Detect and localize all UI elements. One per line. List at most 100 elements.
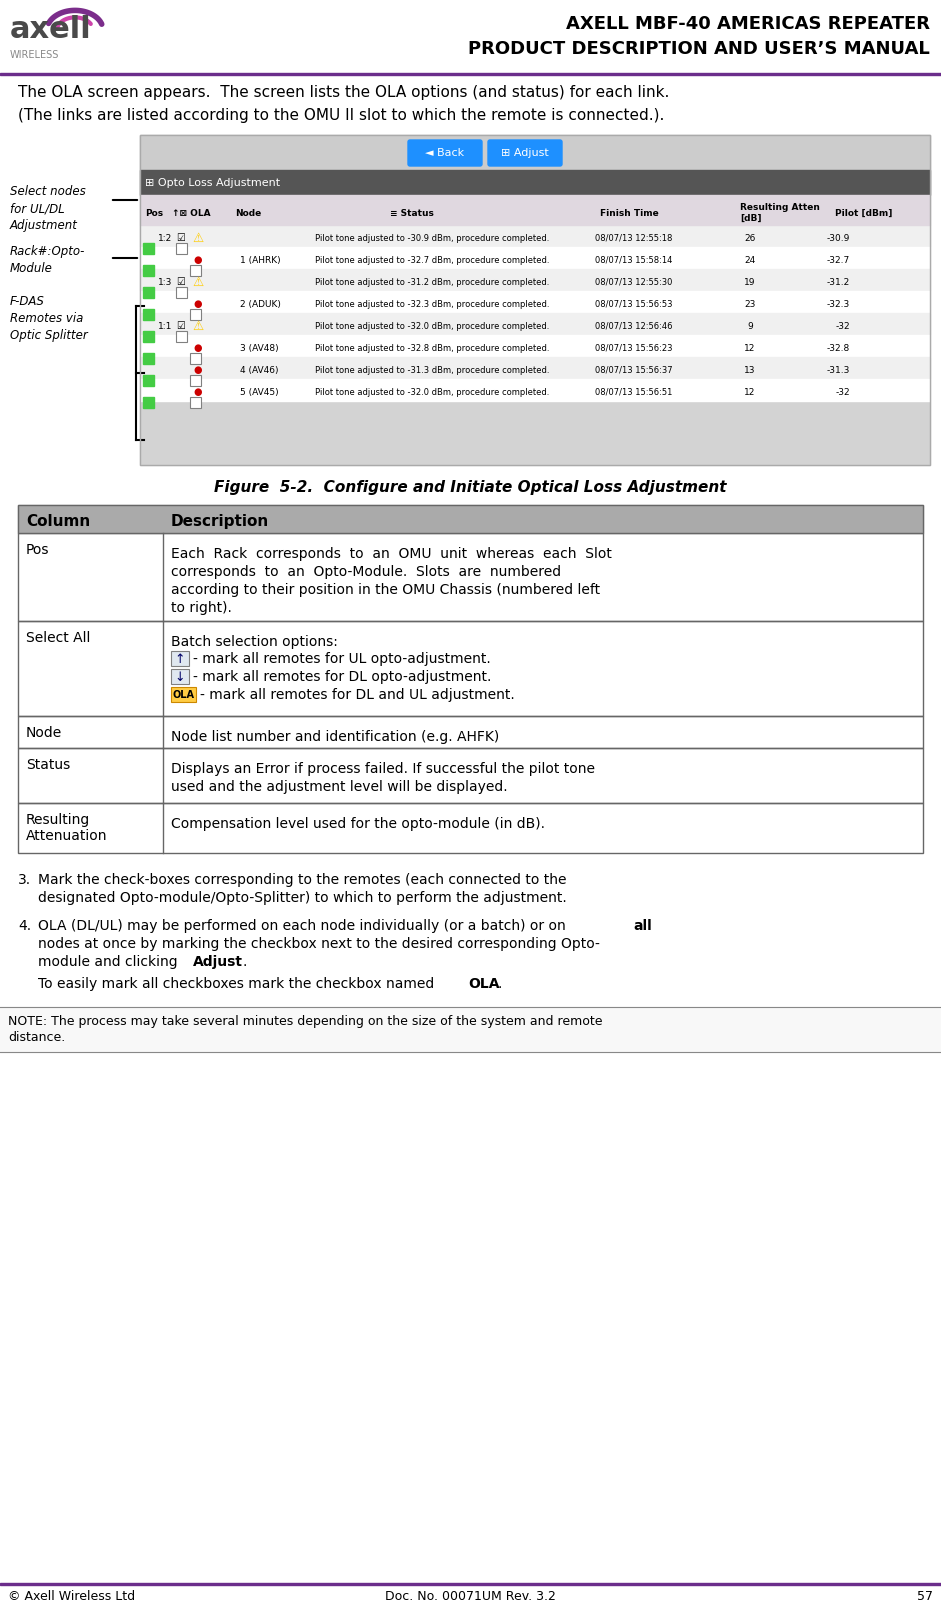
Text: OLA: OLA [468, 977, 500, 991]
Bar [143, 331, 154, 343]
Text: Displays an Error if process failed. If successful the pilot tone: Displays an Error if process failed. If … [171, 762, 595, 776]
Text: to right).: to right). [171, 600, 231, 615]
Bar [140, 134, 930, 464]
Text: ☑: ☑ [177, 320, 185, 331]
Text: - mark all remotes for UL opto-adjustment.: - mark all remotes for UL opto-adjustmen… [193, 652, 491, 666]
Text: 12: 12 [744, 387, 756, 397]
Text: -31.2: -31.2 [827, 277, 850, 287]
Text: .: . [498, 977, 502, 991]
Text: To easily mark all checkboxes mark the checkbox named: To easily mark all checkboxes mark the c… [38, 977, 439, 991]
Text: Pilot tone adjusted to -32.0 dBm, procedure completed.: Pilot tone adjusted to -32.0 dBm, proced… [315, 387, 550, 397]
Text: 1:3: 1:3 [158, 277, 172, 287]
Text: 2 (ADUK): 2 (ADUK) [240, 299, 280, 309]
Text: ⊞ Opto Loss Adjustment: ⊞ Opto Loss Adjustment [145, 178, 280, 187]
Text: AXELL MBF-40 AMERICAS REPEATER: AXELL MBF-40 AMERICAS REPEATER [566, 14, 930, 34]
Bar [18, 533, 923, 621]
Bar [140, 195, 930, 226]
Text: 23: 23 [744, 299, 756, 309]
Text: (The links are listed according to the OMU II slot to which the remote is connec: (The links are listed according to the O… [18, 107, 664, 123]
Bar [143, 243, 154, 255]
Bar [18, 748, 923, 804]
Text: -31.3: -31.3 [826, 365, 850, 375]
Text: Pilot tone adjusted to -31.2 dBm, procedure completed.: Pilot tone adjusted to -31.2 dBm, proced… [315, 277, 550, 287]
Text: 08/07/13 12:55:30: 08/07/13 12:55:30 [595, 277, 673, 287]
Text: ↓: ↓ [175, 671, 185, 684]
Text: Pilot [dBm]: Pilot [dBm] [835, 208, 892, 218]
Text: NOTE: The process may take several minutes depending on the size of the system a: NOTE: The process may take several minut… [8, 1015, 602, 1028]
Bar [176, 331, 187, 343]
Text: 08/07/13 15:56:51: 08/07/13 15:56:51 [595, 387, 673, 397]
Bar [18, 621, 923, 716]
Text: Select nodes
for UL/DL
Adjustment: Select nodes for UL/DL Adjustment [10, 186, 86, 232]
Text: Pilot tone adjusted to -32.8 dBm, procedure completed.: Pilot tone adjusted to -32.8 dBm, proced… [315, 344, 550, 352]
Text: Mark the check-boxes corresponding to the remotes (each connected to the: Mark the check-boxes corresponding to th… [38, 873, 566, 887]
Text: ●: ● [194, 255, 202, 266]
Text: Pilot tone adjusted to -32.3 dBm, procedure completed.: Pilot tone adjusted to -32.3 dBm, proced… [315, 299, 550, 309]
Text: 3 (AV48): 3 (AV48) [240, 344, 279, 352]
Bar [171, 652, 189, 666]
Text: Resulting Atten
[dB]: Resulting Atten [dB] [740, 203, 820, 223]
FancyBboxPatch shape [408, 139, 482, 167]
Text: - mark all remotes for DL and UL adjustment.: - mark all remotes for DL and UL adjustm… [200, 688, 515, 701]
Text: Node list number and identification (e.g. AHFK): Node list number and identification (e.g… [171, 730, 500, 744]
Text: Doc. No. 00071UM Rev. 3.2: Doc. No. 00071UM Rev. 3.2 [385, 1590, 555, 1601]
Text: -30.9: -30.9 [826, 234, 850, 242]
Bar [140, 134, 930, 464]
Text: Adjust: Adjust [193, 956, 243, 969]
Text: 08/07/13 15:56:53: 08/07/13 15:56:53 [595, 299, 673, 309]
Text: Compensation level used for the opto-module (in dB).: Compensation level used for the opto-mod… [171, 817, 545, 831]
Bar [190, 309, 201, 320]
Text: ⚠: ⚠ [192, 320, 203, 333]
Bar [143, 309, 154, 320]
Text: ⚠: ⚠ [192, 232, 203, 245]
Text: ⚠: ⚠ [192, 275, 203, 288]
Text: all: all [633, 919, 652, 933]
Bar [0, 1007, 941, 1052]
Text: 08/07/13 15:56:37: 08/07/13 15:56:37 [595, 365, 673, 375]
Text: ●: ● [194, 299, 202, 309]
Text: ↑⊠ OLA: ↑⊠ OLA [172, 208, 211, 218]
Text: nodes at once by marking the checkbox next to the desired corresponding Opto-: nodes at once by marking the checkbox ne… [38, 937, 599, 951]
Text: distance.: distance. [8, 1031, 65, 1044]
Text: WIRELESS: WIRELESS [10, 50, 59, 59]
Text: Pos: Pos [145, 208, 163, 218]
Bar [143, 287, 154, 298]
Text: .: . [243, 956, 247, 969]
Bar [0, 74, 941, 75]
Text: 19: 19 [744, 277, 756, 287]
Text: OLA: OLA [173, 690, 195, 700]
Bar [143, 375, 154, 386]
Bar [140, 269, 930, 291]
Text: -32: -32 [836, 387, 850, 397]
Text: ☑: ☑ [177, 277, 185, 287]
Text: -32.7: -32.7 [827, 256, 850, 264]
Bar [140, 379, 930, 400]
Text: F-DAS
Remotes via
Optic Splitter: F-DAS Remotes via Optic Splitter [10, 295, 88, 343]
Text: used and the adjustment level will be displayed.: used and the adjustment level will be di… [171, 780, 507, 794]
Bar [140, 291, 930, 314]
Text: ≡ Status: ≡ Status [390, 208, 434, 218]
Bar [140, 226, 930, 247]
Text: 9: 9 [747, 322, 753, 330]
Text: OLA (DL/UL) may be performed on each node individually (or a batch) or on: OLA (DL/UL) may be performed on each nod… [38, 919, 570, 933]
Text: Status: Status [26, 757, 71, 772]
Text: module and clicking: module and clicking [38, 956, 182, 969]
Text: 4 (AV46): 4 (AV46) [240, 365, 279, 375]
Text: 24: 24 [744, 256, 756, 264]
Text: Pilot tone adjusted to -32.0 dBm, procedure completed.: Pilot tone adjusted to -32.0 dBm, proced… [315, 322, 550, 330]
Text: 12: 12 [744, 344, 756, 352]
Text: 3.: 3. [18, 873, 31, 887]
Text: axell: axell [10, 14, 92, 43]
Text: designated Opto-module/Opto-Splitter) to which to perform the adjustment.: designated Opto-module/Opto-Splitter) to… [38, 892, 566, 905]
Text: 57: 57 [917, 1590, 933, 1601]
Bar [18, 748, 923, 804]
Bar [140, 134, 930, 170]
Bar [18, 804, 923, 853]
Bar [143, 352, 154, 363]
Text: 5 (AV45): 5 (AV45) [240, 387, 279, 397]
Bar [18, 504, 923, 533]
Text: 08/07/13 15:58:14: 08/07/13 15:58:14 [595, 256, 673, 264]
Text: Rack#:Opto-
Module: Rack#:Opto- Module [10, 245, 86, 275]
Text: Pilot tone adjusted to -32.7 dBm, procedure completed.: Pilot tone adjusted to -32.7 dBm, proced… [315, 256, 550, 264]
Bar [143, 266, 154, 275]
